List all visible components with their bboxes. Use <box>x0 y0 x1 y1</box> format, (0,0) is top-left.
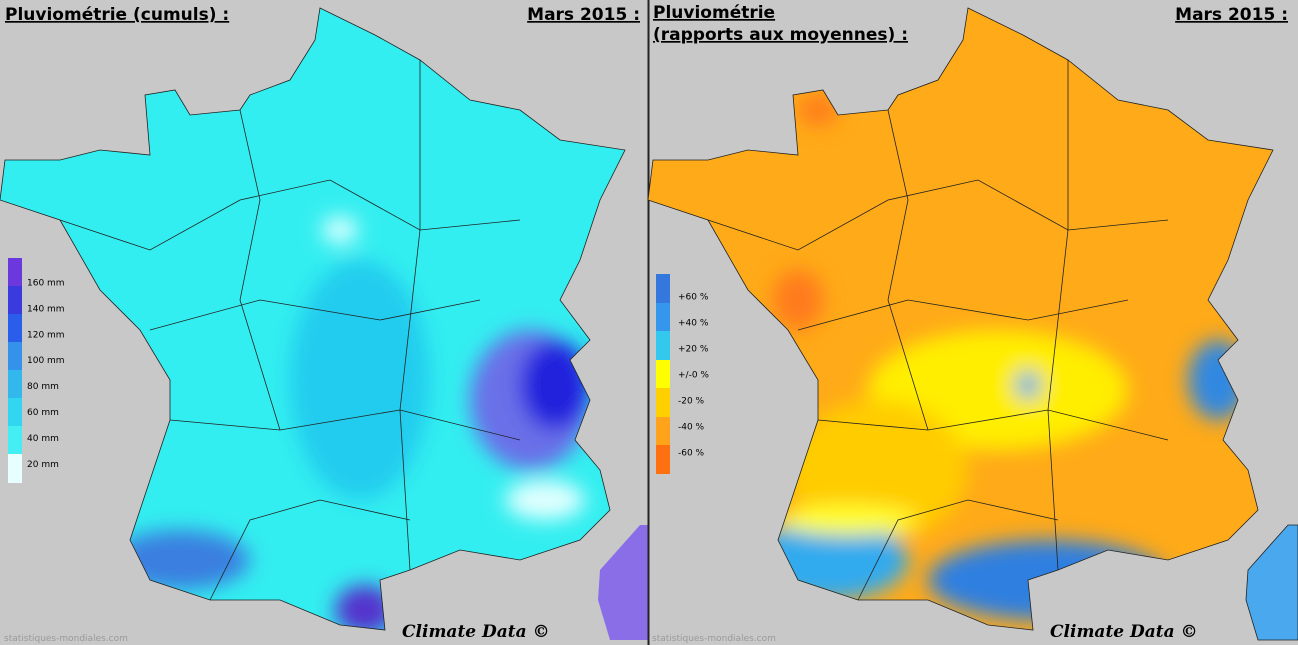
legend-label: 40 mm <box>27 434 59 444</box>
legend-label: 60 mm <box>27 408 59 418</box>
left-credit: Climate Data © <box>402 622 550 642</box>
left-map: Pluviométrie (cumuls) : Mars 2015 : 160 … <box>0 5 648 644</box>
right-title-1: Pluviométrie <box>653 3 775 23</box>
legend-label: 140 mm <box>27 304 65 314</box>
legend-label: +/-0 % <box>678 371 709 381</box>
legend-label: 120 mm <box>27 330 65 340</box>
right-credit: Climate Data © <box>1050 622 1198 642</box>
right-date: Mars 2015 : <box>1175 5 1288 25</box>
legend-label: +60 % <box>678 293 709 303</box>
right-map: Pluviométrie (rapports aux moyennes) : M… <box>647 3 1298 644</box>
right-watermark: statistiques-mondiales.com <box>652 634 776 644</box>
legend-label: -40 % <box>678 423 705 433</box>
legend-label: 100 mm <box>27 356 65 366</box>
legend-label: -60 % <box>678 449 705 459</box>
legend-label: 80 mm <box>27 382 59 392</box>
legend-label: -20 % <box>678 397 705 407</box>
legend-label: +20 % <box>678 345 709 355</box>
left-date: Mars 2015 : <box>527 5 640 25</box>
left-title: Pluviométrie (cumuls) : <box>5 5 229 25</box>
legend-label: +40 % <box>678 319 709 329</box>
legend-label: 20 mm <box>27 460 59 470</box>
right-title-2: (rapports aux moyennes) : <box>653 25 908 45</box>
left-watermark: statistiques-mondiales.com <box>4 634 128 644</box>
legend-label: 160 mm <box>27 279 65 289</box>
